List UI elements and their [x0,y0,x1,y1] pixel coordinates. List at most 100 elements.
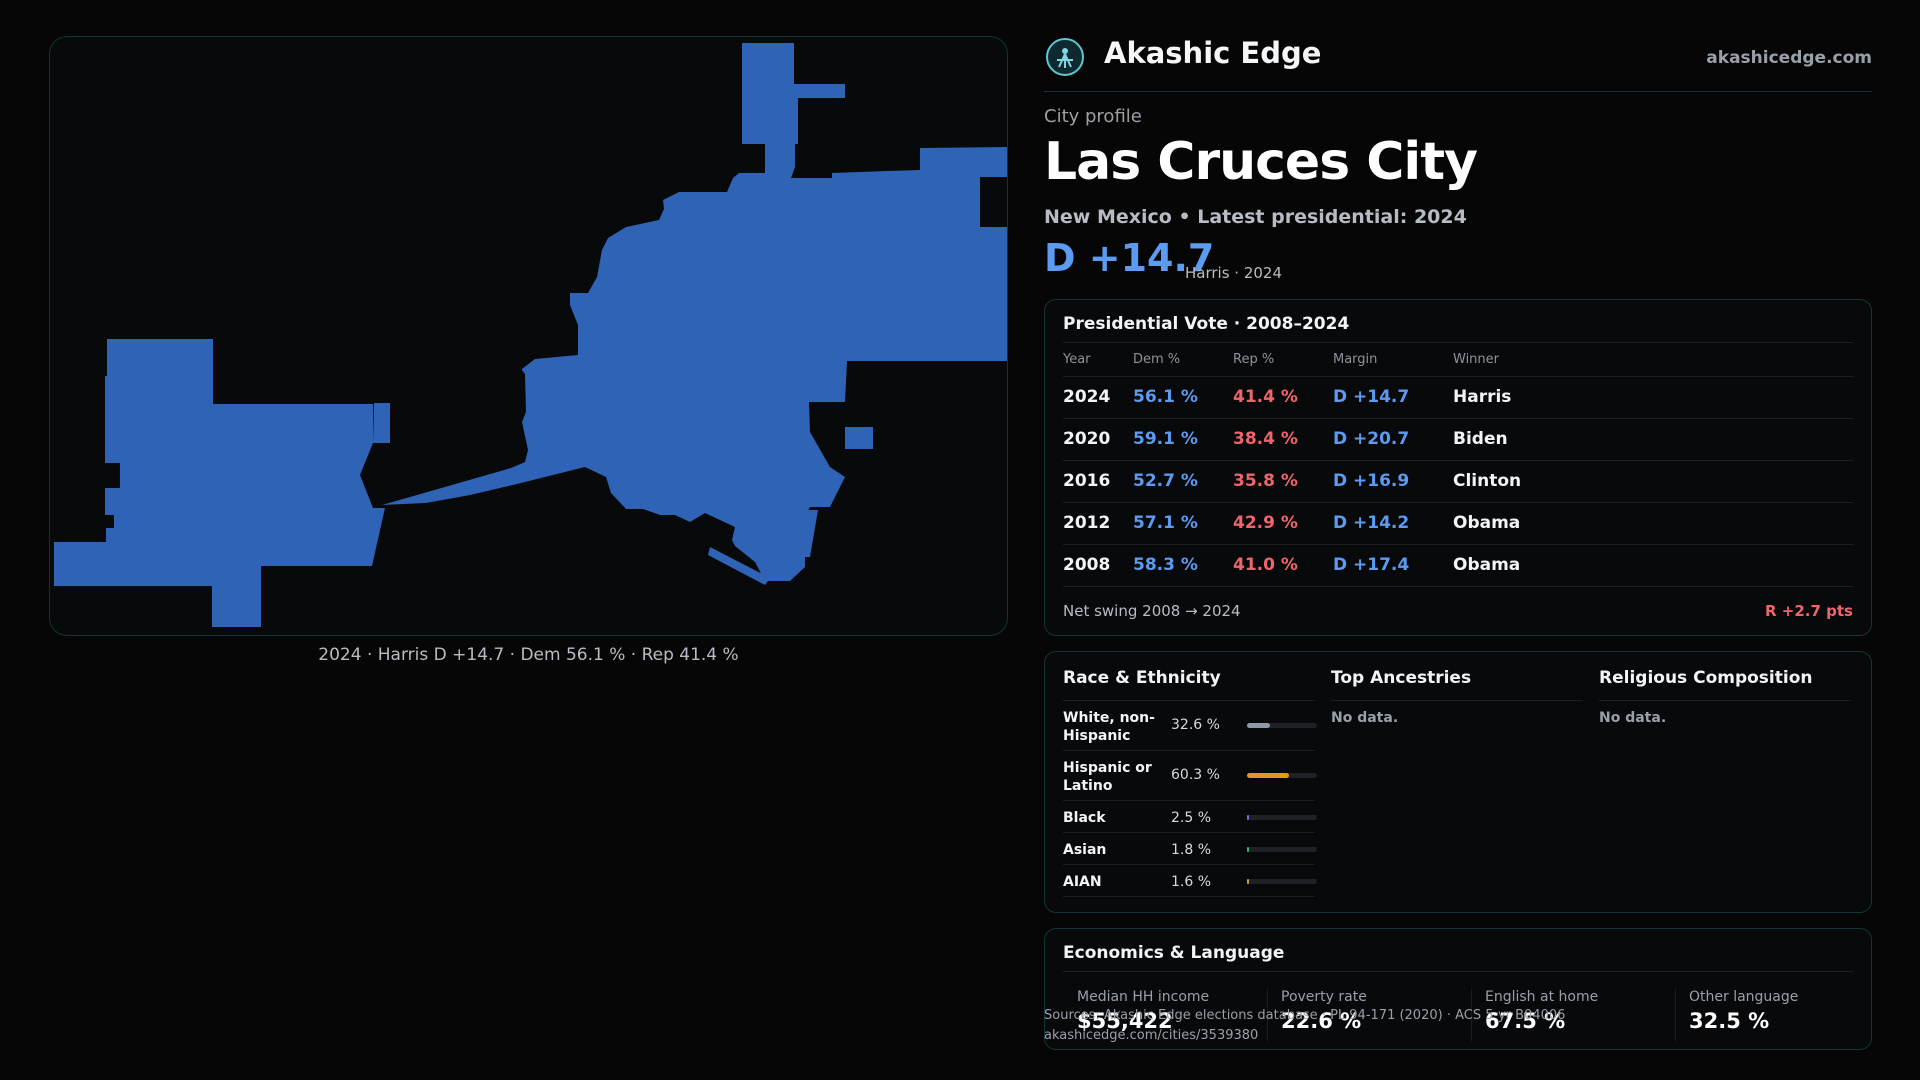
card-title: Presidential Vote · 2008–2024 [1063,314,1350,334]
stat-value: 67.5 % [1485,1009,1566,1033]
race-ethnicity-section: Race & Ethnicity White, non-Hispanic 32.… [1063,668,1317,897]
map-caption: 2024 · Harris D +14.7 · Dem 56.1 % · Rep… [318,645,739,665]
race-bar-track [1247,723,1317,728]
race-name: White, non-Hispanic [1063,710,1155,744]
column-header: Year [1063,344,1133,377]
stat-value: $55,422 [1077,1009,1173,1033]
dem-cell: 56.1 % [1133,376,1233,419]
table-row: 2012 57.1 % 42.9 % D +14.2 Obama [1063,502,1853,545]
table-row: 2024 56.1 % 41.4 % D +14.7 Harris [1063,376,1853,419]
race-row: Hispanic or Latino 60.3 % [1063,751,1317,801]
race-bar-track [1247,773,1317,778]
section-title: Top Ancestries [1331,668,1472,688]
stat-value: 22.6 % [1281,1009,1362,1033]
race-name: Black [1063,810,1106,826]
demographics-card: Race & Ethnicity White, non-Hispanic 32.… [1044,651,1872,913]
section-title: Religious Composition [1599,668,1813,688]
empty-state: No data. [1331,710,1399,726]
divider [1471,989,1472,1041]
race-bar-track [1247,879,1317,884]
stat-label: Other language [1689,989,1799,1005]
divider [1331,700,1583,701]
stat-label: Poverty rate [1281,989,1367,1005]
divider [1063,342,1853,343]
source-text: Sources: Akashic Edge elections database… [1044,1008,1566,1023]
dem-cell: 59.1 % [1133,418,1233,461]
page-subtitle: New Mexico • Latest presidential: 2024 [1044,206,1467,228]
race-row: Asian 1.8 % [1063,833,1317,865]
top-ancestries-section: Top Ancestries No data. [1331,668,1583,726]
rep-cell: 38.4 % [1233,418,1333,461]
margin-cell: D +14.2 [1333,502,1453,545]
source-footnote: Sources: Akashic Edge elections database… [1044,1006,1565,1046]
page-eyebrow: City profile [1044,106,1142,127]
presidential-vote-card: Presidential Vote · 2008–2024 Year Dem %… [1044,299,1872,636]
religious-composition-section: Religious Composition No data. [1599,668,1851,726]
margin-cell: D +17.4 [1333,544,1453,587]
winner-cell: Obama [1453,544,1853,587]
race-row: White, non-Hispanic 32.6 % [1063,701,1317,751]
table-row: 2008 58.3 % 41.0 % D +17.4 Obama [1063,544,1853,587]
divider [1063,700,1315,701]
net-swing-label: Net swing 2008 → 2024 [1063,602,1241,620]
empty-state: No data. [1599,710,1667,726]
latest-margin-note: Harris · 2024 [1185,264,1283,282]
race-name: AIAN [1063,874,1102,890]
net-swing-value: R +2.7 pts [1765,602,1853,620]
stat-median-income: Median HH income $55,422 [1077,989,1277,1033]
stat-label: Median HH income [1077,989,1210,1005]
stat-poverty-rate: Poverty rate 22.6 % [1281,989,1481,1033]
winner-cell: Harris [1453,376,1853,419]
race-percent: 1.6 % [1171,874,1212,890]
race-name: Asian [1063,842,1107,858]
race-row: Black 2.5 % [1063,801,1317,833]
city-boundary-map[interactable] [49,36,1008,636]
table-header-row: Year Dem % Rep % Margin Winner [1063,344,1853,377]
akashic-logo-icon [1046,38,1084,76]
column-header: Winner [1453,344,1853,377]
stat-other-language: Other language 32.5 % [1689,989,1889,1033]
dem-cell: 52.7 % [1133,460,1233,503]
race-bar [1247,815,1249,820]
race-percent: 32.6 % [1171,717,1220,733]
stat-english-at-home: English at home 67.5 % [1485,989,1685,1033]
presidential-vote-table: Year Dem % Rep % Margin Winner 2024 56.1… [1063,344,1853,587]
brand-name: Akashic Edge [1104,36,1322,70]
table-row: 2020 59.1 % 38.4 % D +20.7 Biden [1063,418,1853,461]
year-cell: 2016 [1063,460,1133,503]
section-title: Race & Ethnicity [1063,668,1221,688]
margin-cell: D +16.9 [1333,460,1453,503]
divider [1267,989,1268,1041]
race-bar [1247,847,1249,852]
year-cell: 2020 [1063,418,1133,461]
city-boundary-polygon [54,43,1007,627]
race-bar-track [1247,815,1317,820]
dem-cell: 58.3 % [1133,544,1233,587]
stat-label: English at home [1485,989,1599,1005]
rep-cell: 41.4 % [1233,376,1333,419]
race-percent: 2.5 % [1171,810,1212,826]
column-header: Margin [1333,344,1453,377]
divider [1063,971,1853,972]
race-percent: 1.8 % [1171,842,1212,858]
race-bar [1247,723,1270,728]
latest-margin: D +14.7 [1044,236,1215,280]
rep-cell: 35.8 % [1233,460,1333,503]
divider [1599,700,1851,701]
margin-cell: D +20.7 [1333,418,1453,461]
economics-language-card: Economics & Language Median HH income $5… [1044,928,1872,1050]
winner-cell: Obama [1453,502,1853,545]
race-bar [1247,773,1290,778]
column-header: Rep % [1233,344,1333,377]
source-url[interactable]: akashicedge.com/cities/3539380 [1044,1028,1259,1043]
rep-cell: 42.9 % [1233,502,1333,545]
table-row: 2016 52.7 % 35.8 % D +16.9 Clinton [1063,460,1853,503]
winner-cell: Clinton [1453,460,1853,503]
winner-cell: Biden [1453,418,1853,461]
stat-value: 32.5 % [1689,1009,1770,1033]
year-cell: 2024 [1063,376,1133,419]
race-percent: 60.3 % [1171,767,1220,783]
city-boundary-shape [54,43,1007,627]
site-link[interactable]: akashicedge.com [1706,48,1872,68]
divider [1675,989,1676,1041]
